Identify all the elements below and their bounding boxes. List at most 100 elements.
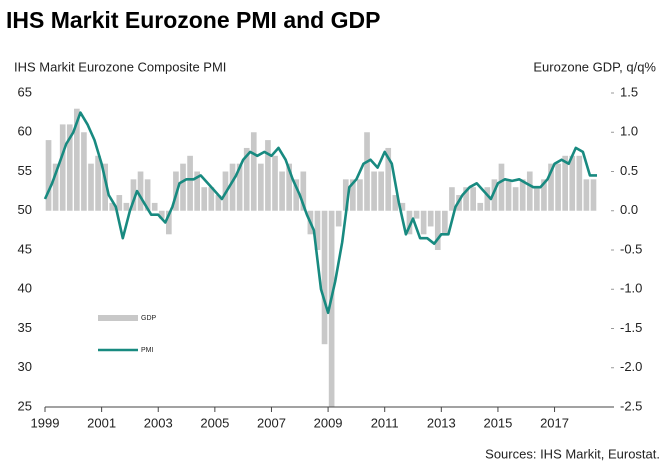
gdp-bar [491, 179, 498, 211]
gdp-bar [321, 210, 328, 345]
x-tick-label: 2013 [427, 415, 456, 430]
gdp-bar [526, 171, 533, 211]
gdp-bar [371, 171, 377, 211]
gdp-bar [519, 179, 526, 211]
gdp-bar [555, 163, 561, 211]
gdp-bar [74, 108, 80, 211]
gdp-bar [88, 163, 94, 211]
gdp-bar [109, 202, 116, 211]
y2-tick-label: -0.5 [620, 241, 642, 256]
gdp-bar [208, 187, 215, 211]
gdp-bar [236, 163, 243, 211]
gdp-bar [66, 124, 73, 211]
pmi-line [43, 111, 597, 315]
y2-tick-label: -1.5 [620, 320, 642, 335]
x-tick-label: 2009 [314, 415, 343, 430]
x-tick-label: 2001 [87, 415, 116, 430]
gdp-bar [442, 210, 448, 235]
gdp-bar [130, 179, 137, 211]
gdp-bar [350, 179, 356, 211]
gdp-bar [279, 171, 285, 211]
x-tick-label: 2017 [540, 415, 569, 430]
gdp-bar [293, 179, 300, 211]
gdp-bar [357, 179, 363, 211]
y-tick-label: 55 [18, 163, 32, 178]
gdp-bar [137, 171, 144, 211]
gdp-bar [258, 163, 264, 211]
gdp-bar [378, 171, 384, 211]
x-tick-label: 2005 [200, 415, 229, 430]
y2-tick-label: 1.0 [620, 124, 638, 139]
gdp-bar [123, 202, 130, 211]
gdp-bar [59, 124, 66, 211]
gdp-bar [434, 210, 441, 250]
y2-tick-label: 0.5 [620, 163, 638, 178]
y2-tick-label: -1.0 [620, 281, 642, 296]
gdp-bar [194, 171, 200, 211]
y2-tick-label: 1.5 [620, 84, 638, 99]
y-tick-label: 65 [18, 84, 32, 99]
gdp-bar [470, 187, 476, 211]
gdp-bar [463, 187, 469, 211]
gdp-bar [151, 202, 158, 211]
y-tick-label: 60 [18, 124, 32, 139]
gdp-bar [81, 132, 87, 211]
gdp-bar [144, 179, 151, 211]
gdp-bar [534, 187, 540, 211]
y2-tick-label: 0.0 [620, 202, 638, 217]
x-tick-label: 2011 [371, 415, 399, 430]
x-tick-label: 2003 [144, 415, 173, 430]
y-tick-label: 35 [18, 320, 32, 335]
gdp-bar [229, 163, 236, 211]
gdp-bar [413, 210, 420, 219]
gdp-bar [420, 210, 427, 235]
x-tick-label: 1999 [31, 415, 60, 430]
gdp-bar [449, 187, 455, 211]
gdp-bar [364, 132, 370, 211]
y-tick-label: 45 [18, 241, 32, 256]
gdp-bar [95, 155, 101, 211]
gdp-bar [569, 155, 576, 211]
source: Sources: IHS Markit, Eurostat. [485, 446, 660, 461]
gdp-bar [505, 179, 512, 211]
gdp-bar [180, 163, 186, 211]
gdp-bar [399, 202, 406, 211]
gdp-bar [265, 140, 271, 211]
gdp-bar [45, 140, 52, 211]
y-tick-label: 50 [18, 202, 32, 217]
gdp-bar [548, 163, 554, 211]
legend-label: GDP [141, 315, 157, 322]
x-tick-label: 2007 [257, 415, 286, 430]
chart-title: IHS Markit Eurozone PMI and GDP [6, 7, 380, 33]
gdp-bar [102, 163, 108, 211]
gdp-bar [512, 187, 519, 211]
gdp-bar [201, 187, 208, 211]
gdp-bar [286, 163, 292, 211]
gdp-bar [52, 163, 59, 211]
gdp-bar [250, 132, 257, 211]
gdp-bar [562, 155, 568, 211]
gdp-bar [335, 210, 342, 227]
gdp-bar [541, 179, 547, 211]
legend-swatch [98, 315, 138, 321]
gdp-bar [215, 195, 222, 211]
gdp-bar [328, 210, 335, 407]
gdp-bar [314, 210, 321, 250]
y2-tick-label: -2.0 [620, 359, 642, 374]
gdp-bar [272, 155, 278, 211]
gdp-bar [116, 195, 123, 211]
y-tick-label: 40 [18, 281, 32, 296]
gdp-bar [392, 195, 399, 211]
gdp-bar [406, 210, 413, 235]
gdp-bar [427, 210, 434, 227]
gdp-bar [166, 210, 172, 235]
y2-tick-label: -2.5 [620, 398, 642, 413]
y2-axis-label: Eurozone GDP, q/q% [533, 59, 656, 74]
x-tick-label: 2015 [483, 415, 512, 430]
gdp-bar [300, 171, 307, 211]
y-tick-label: 30 [18, 359, 32, 374]
y-tick-label: 25 [18, 398, 32, 413]
gdp-bar [590, 179, 597, 211]
gdp-bar [576, 155, 583, 211]
